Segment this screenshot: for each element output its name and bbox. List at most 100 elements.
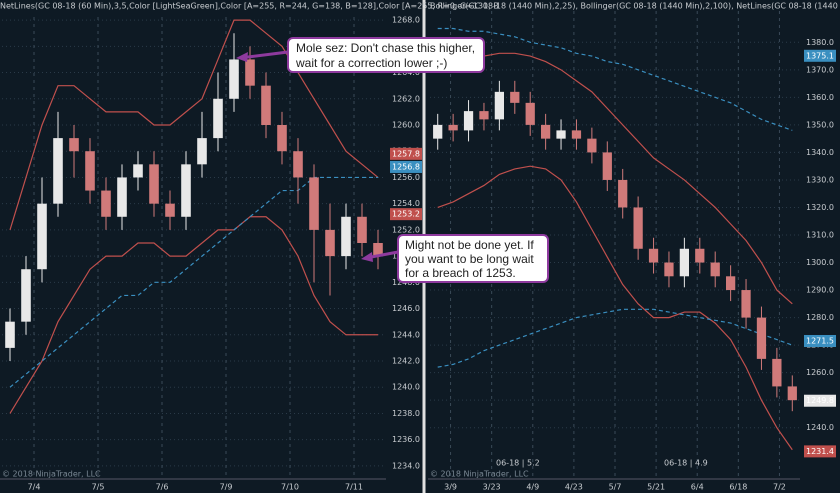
y-tick-label: 1260.0 xyxy=(392,121,420,130)
price-marker-label: 1271.5 xyxy=(806,336,834,345)
x-tick-label: 7/9 xyxy=(220,483,233,492)
x-tick-label: 5/7 xyxy=(609,483,622,492)
price-marker-label: 1253.2 xyxy=(392,210,420,219)
x-tick-label: 7/5 xyxy=(92,483,105,492)
arrow xyxy=(239,50,289,60)
y-tick-label: 1380.0 xyxy=(806,38,834,47)
candle-body xyxy=(357,216,367,243)
band-line xyxy=(437,52,793,305)
candle-body xyxy=(664,262,674,277)
band-line xyxy=(437,165,793,451)
y-tick-label: 1360.0 xyxy=(806,93,834,102)
price-marker xyxy=(804,394,836,407)
candle-body xyxy=(37,203,47,270)
candle-body xyxy=(448,124,458,131)
candle-body xyxy=(510,91,520,103)
x-tick-label: 7/4 xyxy=(28,483,41,492)
candle-body xyxy=(53,138,63,204)
candle-body xyxy=(261,85,271,125)
candle-body xyxy=(741,290,751,318)
candle-body xyxy=(587,138,597,153)
candle-body xyxy=(695,248,705,263)
x-tick-label: 5/21 xyxy=(647,483,665,492)
price-marker-label: 1256.8 xyxy=(392,162,420,171)
price-marker xyxy=(804,49,836,62)
price-marker xyxy=(390,208,422,221)
note-line: you want to be long wait xyxy=(405,252,534,266)
x-tick-label: 7/2 xyxy=(773,483,786,492)
price-marker xyxy=(804,445,836,458)
x-tick-label: 3/9 xyxy=(444,483,457,492)
candle-body xyxy=(556,130,566,139)
candle-body xyxy=(133,164,143,178)
y-tick-label: 1260.0 xyxy=(806,368,834,377)
y-tick-label: 1370.0 xyxy=(806,65,834,74)
candle-body xyxy=(117,177,127,217)
candle-body xyxy=(69,138,79,152)
band-line xyxy=(437,308,793,368)
x-tick-label: 7/11 xyxy=(345,483,363,492)
candle-body xyxy=(341,216,351,257)
chart-title: Bollinger(GC 08-18 (1440 Min),2,25), Bol… xyxy=(430,2,840,11)
candle-body xyxy=(293,151,303,178)
candle-body xyxy=(618,179,628,208)
candle-body xyxy=(181,164,191,217)
candle-body xyxy=(5,321,15,348)
candle-body xyxy=(463,111,474,131)
arrow-head xyxy=(361,252,373,262)
candle-body xyxy=(571,130,582,139)
y-tick-label: 1244.0 xyxy=(392,330,420,339)
candle-body xyxy=(213,98,223,139)
candle-body xyxy=(373,243,383,257)
y-tick-label: 1234.0 xyxy=(392,461,420,470)
arrow-head xyxy=(236,52,248,62)
price-marker xyxy=(390,147,422,160)
note-line: for a breach of 1253. xyxy=(405,266,516,280)
candle-body xyxy=(197,138,207,165)
band-line xyxy=(437,27,793,131)
candle-body xyxy=(525,102,535,125)
candle-body xyxy=(726,276,736,291)
candle-body xyxy=(633,207,643,249)
candle-body xyxy=(494,91,504,120)
note-line: Mole sez: Don't chase this higher, xyxy=(296,41,475,55)
candle-body xyxy=(101,190,111,217)
session-label: 06-18 | 4.9 xyxy=(664,459,708,468)
note-line: wait for a correction lower ;-) xyxy=(295,56,447,70)
y-tick-label: 1240.0 xyxy=(392,383,420,392)
candle-body xyxy=(309,177,319,230)
y-tick-label: 1252.0 xyxy=(392,225,420,234)
x-tick-label: 7/6 xyxy=(156,483,169,492)
annotation-box: Might not be done yet. If you want to be… xyxy=(361,234,549,283)
candle-body xyxy=(602,152,612,180)
y-tick-label: 1240.0 xyxy=(806,423,834,432)
x-tick-label: 6/4 xyxy=(691,483,704,492)
annotation-box: Mole sez: Don't chase this higher, wait … xyxy=(236,37,485,73)
y-tick-label: 1290.0 xyxy=(806,286,834,295)
y-tick-label: 1320.0 xyxy=(806,203,834,212)
chart-title: NetLines(GC 08-18 (60 Min),3,5,Color [Li… xyxy=(0,2,499,11)
session-label: 06-18 | 5.2 xyxy=(496,459,540,468)
x-tick-label: 7/10 xyxy=(281,483,299,492)
band-line xyxy=(9,176,378,388)
x-tick-label: 6/18 xyxy=(729,483,747,492)
candle-body xyxy=(433,124,443,139)
y-tick-label: 1238.0 xyxy=(392,409,420,418)
x-tick-label: 3/23 xyxy=(483,483,501,492)
candle-body xyxy=(85,151,95,191)
candle-body xyxy=(679,248,689,277)
price-marker xyxy=(804,334,836,347)
y-tick-label: 1256.0 xyxy=(392,173,420,182)
price-marker-label: 1249.8 xyxy=(806,396,834,405)
y-tick-label: 1280.0 xyxy=(806,313,834,322)
candle-body xyxy=(165,203,175,217)
y-tick-label: 1254.0 xyxy=(392,199,420,208)
footer: © 2018 NinjaTrader, LLC xyxy=(430,470,529,479)
y-tick-label: 1310.0 xyxy=(806,231,834,240)
x-tick-label: 4/9 xyxy=(526,483,539,492)
candle-body xyxy=(21,269,31,322)
candle-body xyxy=(756,317,767,359)
candle-body xyxy=(772,358,782,387)
candle-body xyxy=(710,262,720,277)
